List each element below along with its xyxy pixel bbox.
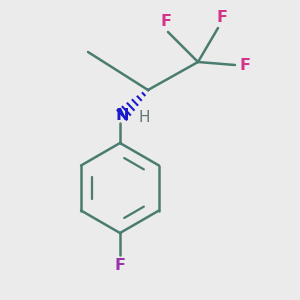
Text: H: H [138,110,150,124]
Text: F: F [160,14,172,29]
Text: F: F [239,58,250,73]
Text: F: F [115,257,125,272]
Text: F: F [217,11,227,26]
Text: N: N [115,107,129,122]
